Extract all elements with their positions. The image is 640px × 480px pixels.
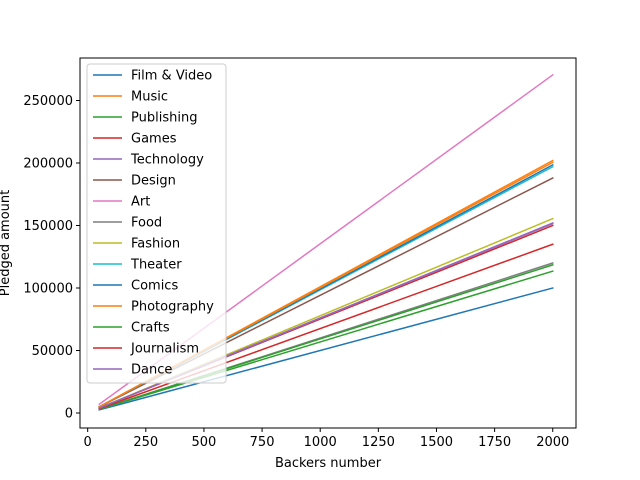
y-tick-label: 100000 [23, 282, 73, 297]
x-tick-label: 1500 [420, 435, 453, 450]
legend-label: Crafts [131, 321, 170, 336]
x-tick-label: 1750 [478, 435, 511, 450]
legend-label: Film & Video [131, 69, 212, 84]
legend-label: Journalism [130, 342, 199, 357]
plot-frame [79, 57, 577, 429]
y-tick-label: 0 [65, 407, 73, 422]
x-axis-label: Backers number [275, 456, 382, 471]
legend-label: Comics [131, 279, 178, 294]
series-line-12 [98, 263, 554, 411]
legend-label: Fashion [131, 237, 180, 252]
y-tick-label: 200000 [23, 157, 73, 172]
x-tick-label: 0 [84, 435, 92, 450]
x-tick-label: 250 [133, 435, 158, 450]
legend-label: Design [131, 174, 176, 189]
series-line-0 [98, 287, 554, 411]
legend-label: Photography [131, 300, 214, 315]
y-axis-label: Pledged amount [0, 190, 13, 297]
legend-label: Food [131, 216, 162, 231]
series-line-2 [98, 270, 554, 411]
legend-label: Art [131, 195, 150, 210]
legend-label: Dance [131, 363, 172, 378]
y-tick-label: 150000 [23, 219, 73, 234]
x-axis-ticks: 0 250 500 750 1000 1250 1500 1750 2000 [84, 428, 569, 450]
legend-label: Music [131, 90, 168, 105]
y-tick-label: 250000 [23, 94, 73, 109]
x-tick-label: 1250 [362, 435, 395, 450]
x-tick-label: 500 [192, 435, 217, 450]
legend: Film & Video Music Publishing Games Technolo… [86, 63, 227, 384]
legend-frame [86, 63, 227, 384]
legend-label: Technology [130, 153, 204, 168]
y-tick-label: 50000 [32, 344, 73, 359]
legend-label: Theater [130, 258, 182, 273]
legend-label: Publishing [131, 111, 197, 126]
x-tick-label: 750 [250, 435, 275, 450]
x-tick-label: 1000 [304, 435, 337, 450]
y-axis-ticks: 0 50000 100000 150000 200000 250000 [23, 94, 80, 422]
legend-label: Games [131, 132, 177, 147]
x-tick-label: 2000 [536, 435, 569, 450]
